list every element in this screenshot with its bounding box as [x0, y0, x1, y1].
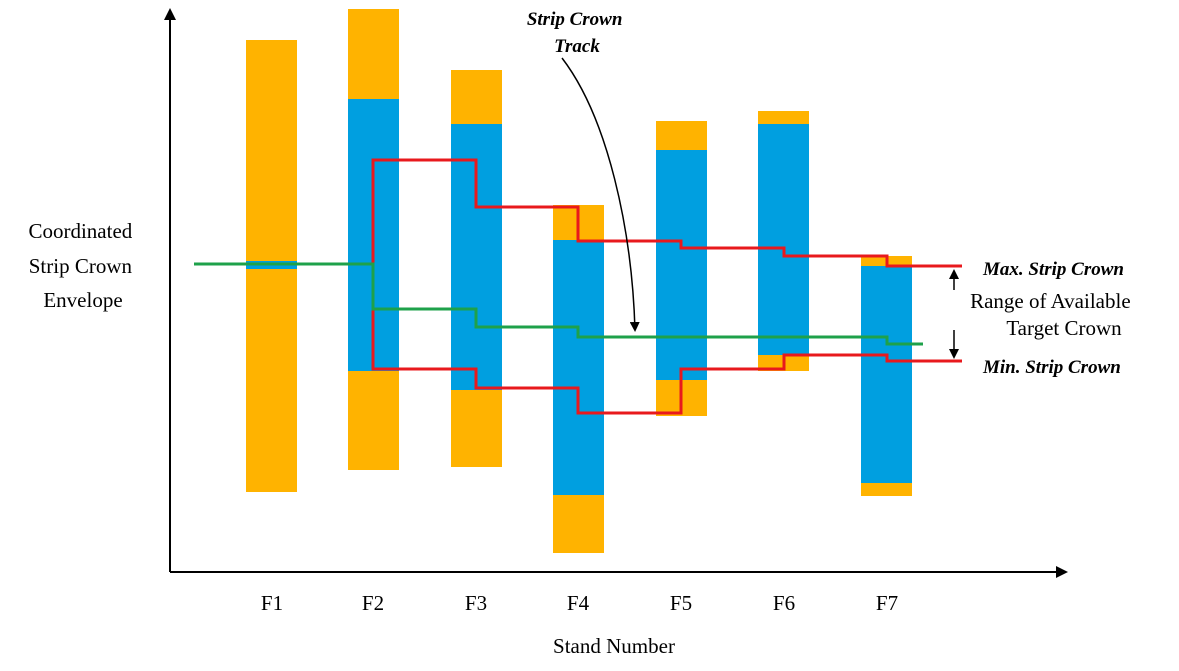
strip-crown-track-line	[194, 262, 923, 346]
stand-label-f1: F1	[261, 591, 283, 615]
stand-f7-blue-envelope	[861, 266, 912, 483]
min-strip-crown-label: Min. Strip Crown	[982, 357, 1121, 378]
stand-tick-labels: F1 F2 F3 F4 F5 F6 F7	[261, 591, 898, 615]
stand-bars	[246, 9, 912, 553]
stand-f4-bar	[553, 205, 604, 553]
stand-f3-bar	[451, 70, 502, 467]
max-strip-crown-label: Max. Strip Crown	[982, 259, 1124, 280]
y-axis-label-line-3: Envelope	[43, 288, 122, 312]
stand-f6-bar	[758, 111, 809, 371]
y-axis-label-line-1: Coordinated	[28, 219, 132, 243]
stand-label-f5: F5	[670, 591, 692, 615]
stand-label-f7: F7	[876, 591, 898, 615]
stand-f4-blue-envelope	[553, 240, 604, 495]
track-pointer-arrow	[561, 57, 640, 332]
stand-label-f4: F4	[567, 591, 590, 615]
y-axis-label: Coordinated Strip Crown Envelope	[28, 219, 137, 312]
strip-crown-track-label: Strip Crown Track	[527, 9, 627, 57]
stand-label-f3: F3	[465, 591, 487, 615]
stand-f7-bar	[861, 256, 912, 496]
range-label-line-1: Range of Available	[970, 289, 1131, 313]
y-axis-label-line-2: Strip Crown	[29, 254, 133, 278]
max-strip-crown-line	[371, 158, 962, 370]
track-label-line-1: Strip Crown	[527, 9, 623, 30]
stand-label-f2: F2	[362, 591, 384, 615]
stand-f5-bar	[656, 121, 707, 416]
stand-f6-blue-envelope	[758, 124, 809, 355]
x-axis-label: Stand Number	[553, 634, 675, 658]
stand-f1-bar	[246, 40, 297, 492]
stand-label-f6: F6	[773, 591, 795, 615]
min-strip-crown-line	[371, 160, 962, 415]
stand-f5-blue-envelope	[656, 150, 707, 380]
range-label: Range of Available Target Crown	[970, 289, 1136, 340]
range-label-line-2: Target Crown	[1006, 316, 1122, 340]
track-label-line-2: Track	[554, 36, 600, 57]
stand-f2-bar	[348, 9, 399, 470]
